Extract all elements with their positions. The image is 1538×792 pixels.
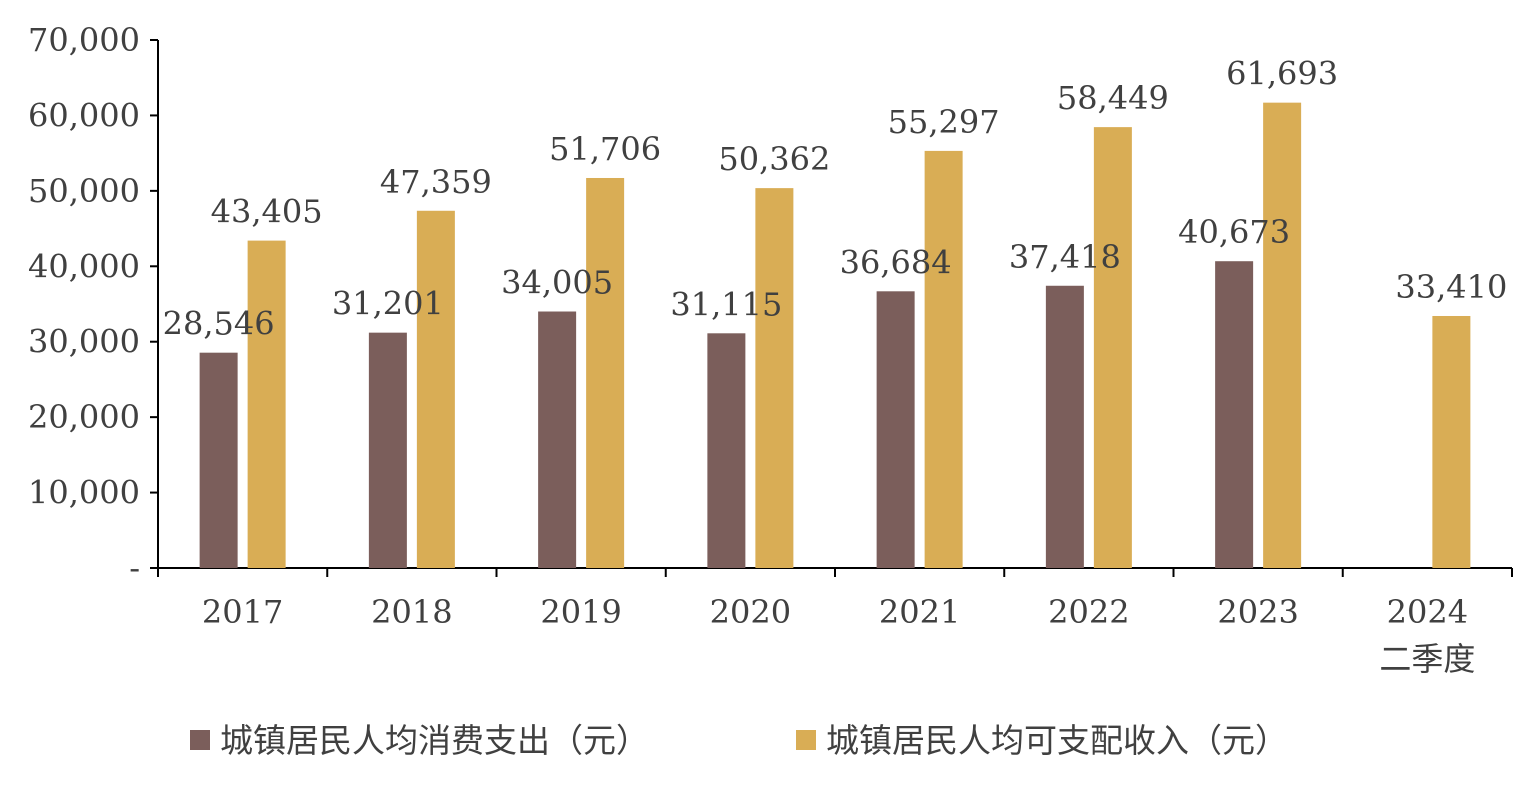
bars (199, 102, 1471, 569)
bar-income (586, 177, 625, 569)
bar-consumption (199, 352, 238, 568)
x-tick-label: 2021 (879, 593, 960, 631)
bar-consumption (1045, 285, 1084, 568)
y-tick-label: 70,000 (28, 21, 140, 59)
data-label: 34,005 (501, 264, 613, 302)
data-label: 50,362 (718, 140, 830, 178)
bar-income (1263, 102, 1302, 569)
x-tick-label: 2017 (202, 593, 283, 631)
data-label: 40,673 (1178, 213, 1290, 251)
legend-label: 城镇居民人均可支配收入（元） (826, 721, 1288, 760)
data-label: 51,706 (549, 130, 661, 168)
data-label: 33,410 (1395, 268, 1507, 306)
y-tick-label: 60,000 (28, 96, 140, 134)
legend-swatch (796, 730, 816, 750)
data-label: 43,405 (211, 193, 323, 231)
bar-income (755, 188, 794, 568)
x-tick-label: 2023 (1217, 593, 1298, 631)
x-tick-label: 2024 二季度 (1379, 593, 1475, 678)
data-label: 58,449 (1057, 79, 1169, 117)
data-label: 28,546 (163, 305, 275, 343)
x-tick-label: 2019 (540, 593, 621, 631)
data-label: 31,115 (670, 285, 782, 323)
y-tick-label: 10,000 (28, 474, 140, 512)
x-tick-label: 2018 (371, 593, 452, 631)
bar-income (1432, 315, 1471, 568)
data-labels: 28,546 43,405 31,201 47,359 34,005 51,706 31,1… (163, 55, 1508, 343)
y-tick-label: 50,000 (28, 172, 140, 210)
bar-income (1093, 127, 1132, 569)
data-label: 31,201 (332, 285, 444, 323)
y-tick-label: - (129, 549, 140, 587)
bar-consumption (707, 333, 746, 568)
x-tick-label: 2022 (1048, 593, 1129, 631)
x-axis: 2017 2018 2019 2020 2021 2022 2023 2024 二季度 (157, 567, 1513, 678)
bar-consumption (876, 291, 915, 568)
legend-swatch (190, 730, 210, 750)
y-tick-label: 30,000 (28, 323, 140, 361)
data-label: 55,297 (888, 103, 1000, 141)
y-tick-label: 20,000 (28, 398, 140, 436)
bar-income (924, 150, 963, 568)
data-label: 47,359 (380, 163, 492, 201)
data-label: 36,684 (840, 243, 952, 281)
data-label: 61,693 (1226, 55, 1338, 93)
legend: 城镇居民人均消费支出（元） 城镇居民人均可支配收入（元） (190, 721, 1288, 760)
x-tick-label: 2020 (710, 593, 791, 631)
bar-consumption (368, 332, 407, 568)
y-axis: - 10,000 20,000 30,000 40,000 50,000 60,000 70,… (28, 21, 159, 587)
bar-consumption (1215, 261, 1254, 568)
y-tick-label: 40,000 (28, 247, 140, 285)
bar-consumption (538, 311, 577, 568)
bar-income (247, 240, 286, 568)
bar-income (416, 210, 455, 568)
legend-label: 城镇居民人均消费支出（元） (220, 721, 649, 760)
data-label: 37,418 (1009, 238, 1121, 276)
